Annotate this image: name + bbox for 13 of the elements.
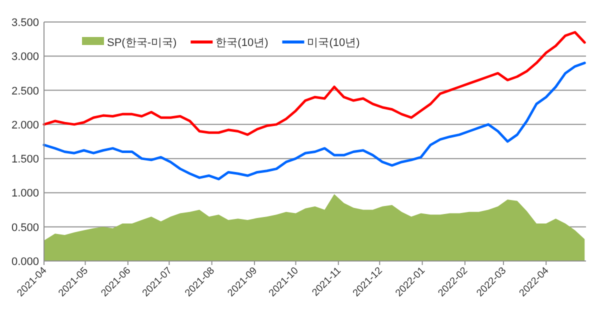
y-tick-label: 1.500 — [11, 154, 39, 166]
y-tick-label: 1.000 — [11, 188, 39, 200]
y-tick-label: 3.500 — [11, 17, 39, 29]
y-tick-label: 2.000 — [11, 119, 39, 132]
y-tick-label: 2.500 — [11, 85, 39, 98]
legend-label: 한국(10년) — [216, 37, 268, 49]
legend-label: 미국(10년) — [307, 37, 360, 49]
line-series — [42, 62, 586, 180]
y-tick-label: 3.000 — [11, 51, 39, 64]
y-tick-label: 0.500 — [11, 222, 39, 234]
legend-label: SP(한국-미국) — [107, 37, 177, 49]
y-tick-label: 0.000 — [11, 256, 39, 268]
line-series — [42, 30, 586, 136]
